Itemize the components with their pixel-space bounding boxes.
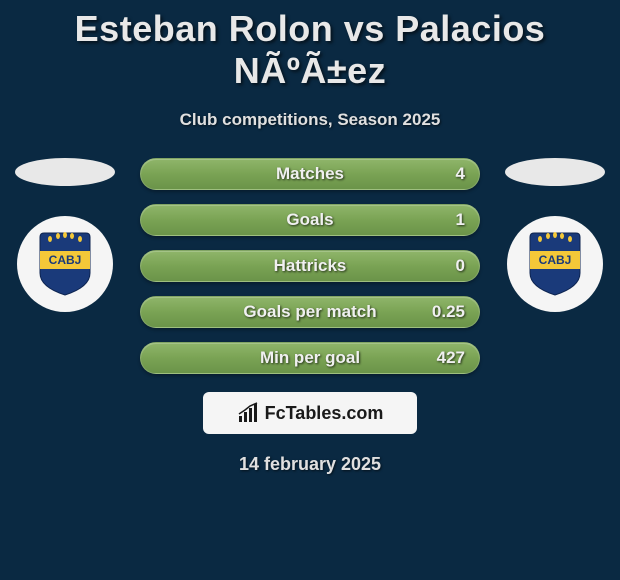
stat-bar: Goals 1 [140, 204, 480, 236]
stat-bar: Hattricks 0 [140, 250, 480, 282]
left-player-column: CABJ [10, 158, 120, 312]
svg-text:CABJ: CABJ [49, 253, 82, 267]
stat-label: Matches [276, 164, 344, 184]
stat-label: Goals per match [243, 302, 376, 322]
stat-label: Goals [286, 210, 333, 230]
left-player-ellipse [15, 158, 115, 186]
page-title: Esteban Rolon vs Palacios NÃºÃ±ez [0, 0, 620, 92]
stat-label: Min per goal [260, 348, 360, 368]
stat-value: 0.25 [432, 302, 465, 322]
stat-value: 1 [456, 210, 465, 230]
subtitle: Club competitions, Season 2025 [0, 110, 620, 130]
stats-bars: Matches 4 Goals 1 Hattricks 0 Goals per … [140, 158, 480, 374]
stat-value: 4 [456, 164, 465, 184]
stat-value: 0 [456, 256, 465, 276]
shield-icon: CABJ [36, 231, 94, 297]
chart-icon [237, 402, 259, 424]
stat-bar: Matches 4 [140, 158, 480, 190]
left-club-badge: CABJ [17, 216, 113, 312]
stat-bar: Goals per match 0.25 [140, 296, 480, 328]
stat-value: 427 [437, 348, 465, 368]
footer-brand-badge: FcTables.com [203, 392, 417, 434]
shield-icon: CABJ [526, 231, 584, 297]
right-player-column: CABJ [500, 158, 610, 312]
right-player-ellipse [505, 158, 605, 186]
stat-bar: Min per goal 427 [140, 342, 480, 374]
main-area: CABJ CABJ [0, 158, 620, 475]
right-club-badge: CABJ [507, 216, 603, 312]
infographic-container: Esteban Rolon vs Palacios NÃºÃ±ez Club c… [0, 0, 620, 475]
date-text: 14 february 2025 [0, 454, 620, 475]
svg-text:CABJ: CABJ [539, 253, 572, 267]
footer-brand-text: FcTables.com [265, 403, 384, 424]
stat-label: Hattricks [274, 256, 347, 276]
